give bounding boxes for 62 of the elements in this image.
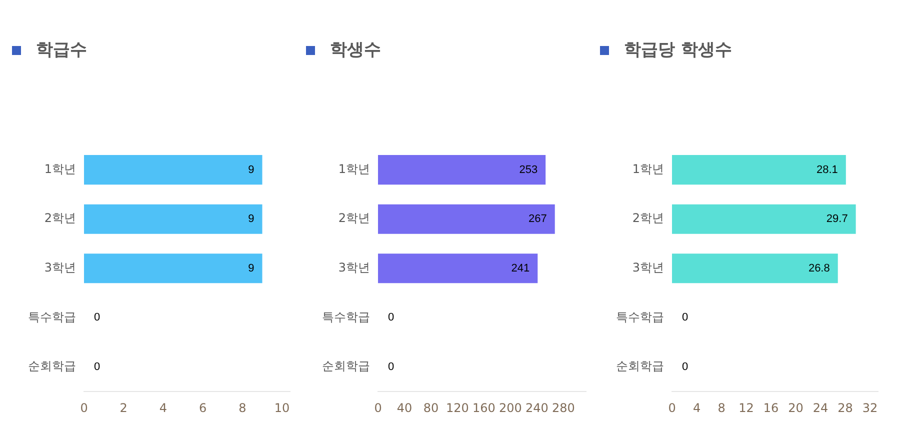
data-label: 0 (388, 360, 394, 373)
y-tick-label: 순회학급 (322, 359, 370, 374)
x-tick-label: 6 (199, 400, 207, 415)
bar (672, 254, 838, 284)
data-label: 9 (248, 262, 254, 274)
x-tick-label: 10 (274, 400, 290, 415)
y-tick-label: 2학년 (338, 211, 370, 226)
y-tick-label: 특수학급 (322, 310, 370, 324)
x-tick-label: 0 (374, 400, 382, 415)
data-label: 253 (519, 164, 538, 176)
x-tick-label: 2 (120, 400, 128, 415)
y-tick-label: 특수학급 (28, 310, 76, 324)
data-label: 29.7 (826, 213, 848, 226)
data-label: 9 (248, 213, 254, 226)
x-tick-label: 28 (838, 400, 853, 415)
bar (378, 204, 555, 234)
y-tick-label: 2학년 (632, 211, 664, 226)
data-label: 9 (248, 164, 254, 176)
x-tick-label: 80 (423, 400, 439, 415)
data-label: 267 (528, 213, 547, 226)
x-tick-label: 240 (526, 400, 548, 415)
x-tick-label: 40 (396, 400, 412, 415)
data-label: 0 (682, 312, 688, 324)
x-tick-label: 0 (668, 400, 676, 415)
bar (378, 155, 546, 185)
y-tick-label: 1학년 (44, 162, 76, 176)
data-label: 241 (511, 262, 530, 274)
bar (672, 155, 846, 185)
x-tick-label: 8 (238, 400, 246, 415)
x-tick-label: 32 (862, 400, 878, 415)
x-tick-label: 120 (446, 400, 469, 415)
data-label: 0 (388, 312, 394, 324)
chart-title: 학급당 학생수 (624, 39, 732, 61)
chart-title: 학급수 (36, 39, 87, 61)
x-tick-label: 12 (738, 400, 754, 415)
x-tick-label: 200 (499, 400, 522, 415)
x-tick-label: 280 (552, 400, 575, 415)
bar (378, 254, 538, 284)
x-tick-label: 160 (472, 400, 496, 415)
x-tick-label: 20 (788, 400, 804, 415)
x-tick-label: 8 (718, 400, 726, 415)
y-tick-label: 3학년 (44, 260, 76, 275)
x-tick-label: 4 (692, 400, 701, 415)
y-tick-label: 순회학급 (28, 359, 76, 374)
data-label: 0 (94, 312, 100, 324)
y-tick-label: 1학년 (632, 162, 664, 176)
data-label: 26.8 (808, 262, 830, 274)
y-tick-label: 3학년 (338, 260, 370, 275)
y-tick-label: 2학년 (44, 211, 76, 226)
y-tick-label: 순회학급 (616, 359, 664, 374)
chart-title: 학생수 (330, 39, 381, 61)
data-label: 0 (94, 360, 100, 373)
x-tick-label: 16 (763, 400, 779, 415)
x-tick-label: 0 (80, 400, 88, 415)
x-tick-label: 24 (812, 400, 828, 415)
data-label: 0 (682, 360, 688, 373)
y-tick-label: 1학년 (338, 162, 370, 176)
y-tick-label: 3학년 (632, 260, 664, 275)
x-tick-label: 4 (159, 400, 168, 415)
y-tick-label: 특수학급 (616, 310, 664, 324)
bar (672, 204, 856, 234)
data-label: 28.1 (816, 164, 838, 176)
